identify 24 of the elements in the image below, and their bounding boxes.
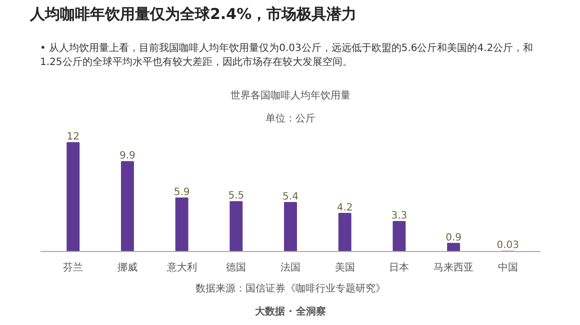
- data-label: 5.4: [282, 191, 298, 202]
- x-tick-label: 美国: [334, 262, 355, 274]
- text: • 从人均饮用量上看，目前我国咖啡人均年饮用量仅为0.03公斤，远远低于欧盟的5.6公斤和美国的4.2公斤，和1.25公斤的全球平均水平也有较大差距，因此市场存在较大发展空间。: [40, 42, 534, 70]
- data-label: 4.2: [336, 202, 353, 214]
- x-tick-label: 芬兰: [63, 262, 84, 274]
- y-axis-title: 单位：公斤: [266, 112, 316, 124]
- x-tick-label: 日本: [389, 262, 410, 274]
- x-tick-label: 法国: [280, 262, 300, 274]
- text: 大数据 · 全洞察: [254, 306, 326, 318]
- data-label: 5.5: [228, 190, 244, 202]
- data-label: 3.3: [391, 210, 408, 222]
- x-tick-label: 挪威: [117, 262, 138, 274]
- x-tick-label: 马来西亚: [434, 262, 474, 274]
- x-tick-label: 德国: [226, 262, 246, 274]
- data-label: 0.9: [446, 232, 462, 244]
- data-label: 12: [66, 132, 80, 143]
- x-tick-label: 意大利: [166, 262, 197, 274]
- x-tick-label: 中国: [498, 262, 518, 274]
- chart-title: 人均咖啡年饮用量仅为全球2.4%，市场极具潜力: [30, 4, 357, 25]
- chart-subtitle: 世界各国咖啡人均年饮用量: [230, 90, 350, 102]
- data-label: 0.03: [496, 240, 520, 252]
- data-label: 5.9: [174, 186, 190, 198]
- data-label: 9.9: [120, 150, 136, 162]
- source-note: 数据来源：国信证券《咖啡行业专题研究》: [196, 282, 386, 294]
